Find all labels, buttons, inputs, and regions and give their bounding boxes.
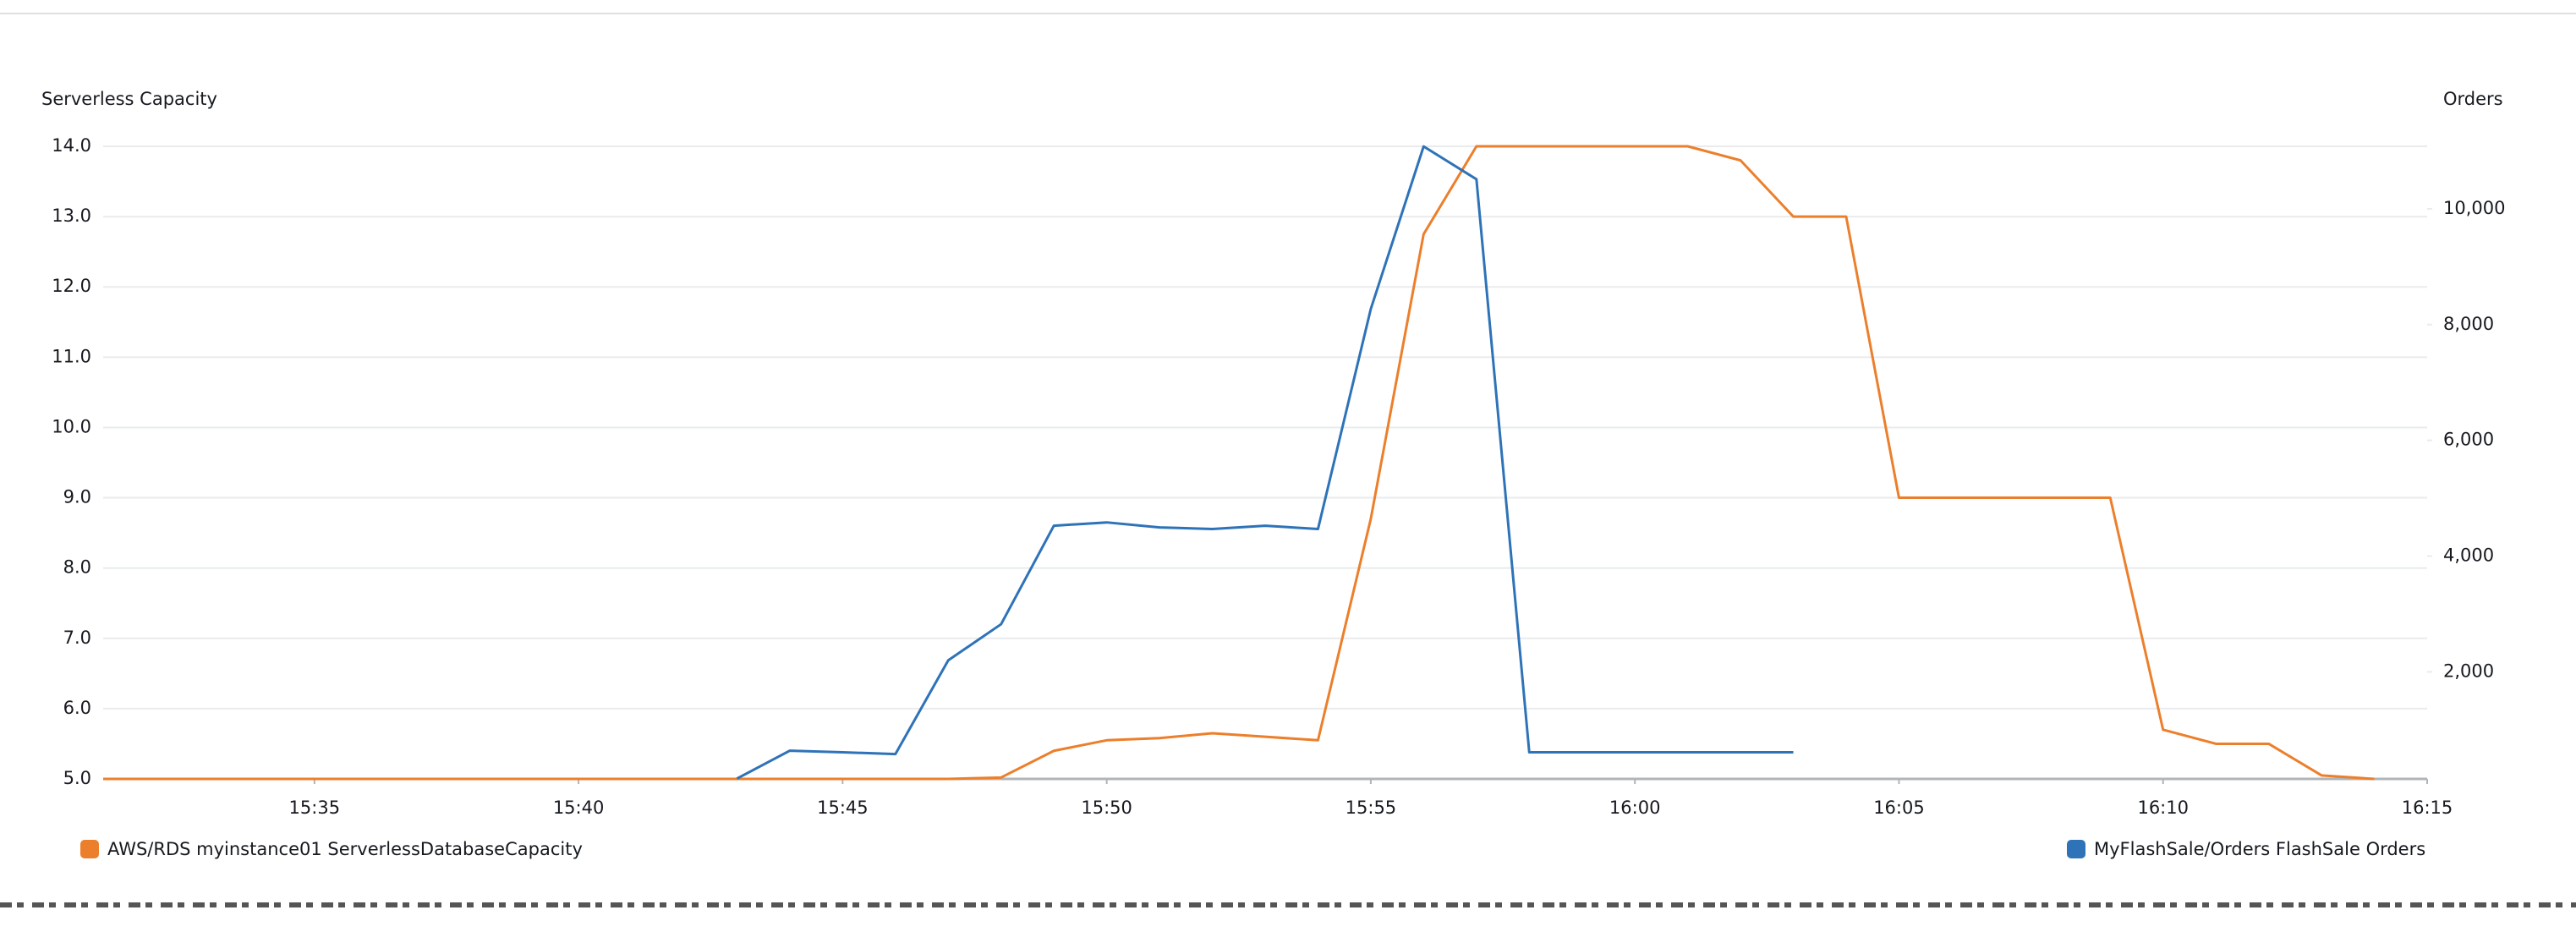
y2-tick-label: 2,000	[2443, 661, 2494, 681]
x-tick-label: 15:35	[289, 798, 341, 818]
y2-tick-label: 8,000	[2443, 314, 2494, 334]
y-tick-label: 5.0	[63, 768, 91, 788]
x-tick-label: 15:40	[553, 798, 605, 818]
series-line	[103, 145, 2375, 781]
legend-label: AWS/RDS myinstance01 ServerlessDatabaseC…	[107, 839, 583, 859]
y-tick-label: 7.0	[63, 628, 91, 648]
x-tick-label: 15:55	[1346, 798, 1397, 818]
y2-tick-label: 6,000	[2443, 430, 2494, 450]
x-tick-label: 15:45	[817, 798, 869, 818]
x-tick-label: 16:10	[2137, 798, 2189, 818]
x-tick-label: 16:15	[2402, 798, 2453, 818]
legend-swatch	[2067, 840, 2085, 858]
y-axis-title: Serverless Capacity	[41, 89, 217, 109]
x-tick-label: 16:05	[1873, 798, 1925, 818]
y2-tick-label: 10,000	[2443, 198, 2505, 218]
y-tick-label: 6.0	[63, 698, 91, 718]
y-tick-label: 10.0	[52, 416, 91, 436]
x-tick-label: 15:50	[1081, 798, 1132, 818]
x-tick-label: 16:00	[1609, 798, 1661, 818]
series-line	[736, 145, 1794, 780]
legend-label: MyFlashSale/Orders FlashSale Orders	[2094, 839, 2425, 859]
y-tick-label: 9.0	[63, 487, 91, 507]
legend-swatch	[80, 840, 99, 858]
y-tick-label: 12.0	[52, 276, 91, 296]
y2-axis-title: Orders	[2443, 89, 2503, 109]
y-tick-label: 8.0	[63, 557, 91, 578]
y-tick-label: 13.0	[52, 206, 91, 226]
y-tick-label: 14.0	[52, 135, 91, 156]
y-tick-label: 11.0	[52, 346, 91, 366]
y2-tick-label: 4,000	[2443, 545, 2494, 566]
